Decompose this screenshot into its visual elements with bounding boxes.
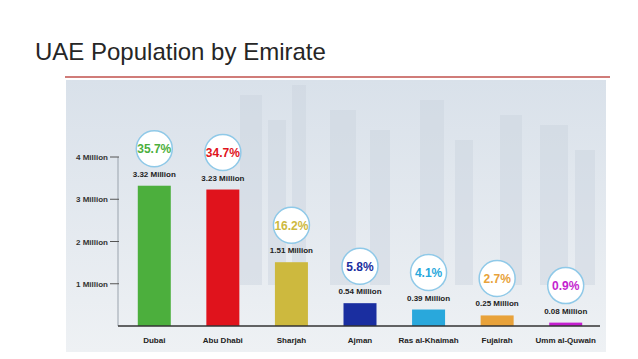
- x-tick-label: Dubai: [143, 336, 165, 345]
- x-tick-label: Ajman: [348, 336, 373, 345]
- percentage-badge: [548, 268, 584, 304]
- skyline-building: [240, 95, 262, 285]
- x-tick-label: Sharjah: [277, 336, 306, 345]
- title: UAE Population by Emirate: [35, 38, 326, 65]
- x-tick-label: Fujairah: [482, 336, 513, 345]
- panel-background: [66, 80, 606, 352]
- y-tick: [110, 199, 119, 200]
- y-tick-label: 3 Million: [76, 195, 108, 204]
- data-label: 1.51 Million: [270, 246, 313, 255]
- skyline-building: [540, 125, 568, 285]
- chart-root: UAE Population by Emirate 1 Million 2 Mill…: [0, 0, 638, 359]
- x-tick-label: Ras al-Khaimah: [399, 336, 459, 345]
- y-tick-label: 4 Million: [76, 153, 108, 162]
- percentage-badge: [411, 255, 447, 291]
- bars: [138, 186, 582, 326]
- percentage-badge: [136, 131, 172, 167]
- data-label: 0.08 Million: [544, 307, 587, 316]
- percentage-label: 5.8%: [346, 260, 374, 274]
- percentage-label: 2.7%: [483, 272, 511, 286]
- x-tick-label: Umm al-Quwain: [535, 336, 596, 345]
- percentage-badge: [342, 248, 378, 284]
- percentage-label: 0.9%: [552, 279, 580, 293]
- bar: [275, 262, 308, 326]
- y-tick: [110, 283, 119, 284]
- percentage-badge: [479, 260, 515, 296]
- x-tick-label: Abu Dhabi: [203, 336, 243, 345]
- y-tick: [110, 157, 119, 158]
- percentage-badge: [205, 135, 241, 171]
- y-tick-label: 2 Million: [76, 238, 108, 247]
- percentage-label: 4.1%: [415, 266, 443, 280]
- x-axis-line: [118, 325, 600, 327]
- percentage-badge: [273, 207, 309, 243]
- percentage-label: 16.2%: [274, 219, 308, 233]
- skyline-building: [500, 115, 522, 285]
- title-rule: [65, 76, 610, 78]
- y-tick-label: 1 Million: [76, 280, 108, 289]
- bar: [344, 303, 377, 326]
- bar: [206, 190, 239, 326]
- data-label: 0.54 Million: [338, 287, 381, 296]
- data-label: 3.23 Million: [201, 174, 244, 183]
- bar: [481, 315, 514, 326]
- y-tick: [110, 241, 119, 242]
- skyline-building: [268, 120, 286, 285]
- data-label: 0.25 Million: [476, 299, 519, 308]
- skyline-building: [575, 150, 595, 285]
- data-label: 3.32 Million: [133, 170, 176, 179]
- bar: [138, 186, 171, 326]
- bar: [412, 310, 445, 326]
- percentage-label: 35.7%: [137, 142, 171, 156]
- data-label: 0.39 Million: [407, 294, 450, 303]
- percentage-label: 34.7%: [206, 146, 240, 160]
- skyline-building: [455, 140, 473, 285]
